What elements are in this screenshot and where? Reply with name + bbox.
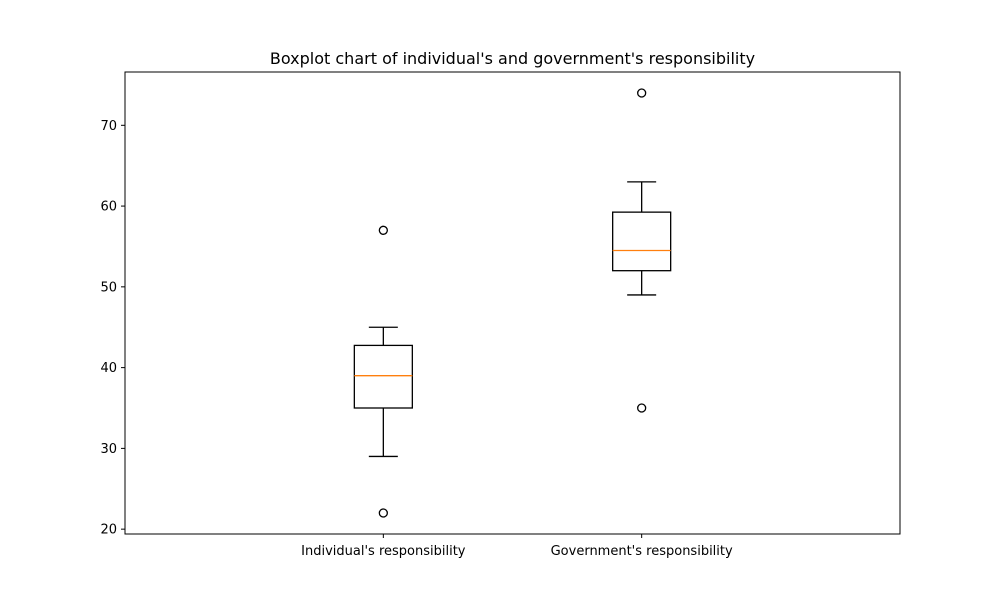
y-tick-label: 70	[100, 119, 117, 134]
box-group	[353, 225, 413, 518]
outlier-point	[378, 225, 388, 235]
box-group	[612, 88, 672, 413]
y-axis: 20 30 40 50 60 70	[100, 119, 125, 538]
chart-title: Boxplot chart of individual's and govern…	[270, 49, 755, 68]
outlier-point	[378, 508, 388, 518]
y-tick-label: 20	[100, 523, 117, 538]
y-tick-label: 50	[100, 280, 117, 295]
plot-area-frame	[124, 71, 901, 535]
outlier-point	[637, 88, 647, 98]
boxes-layer	[353, 88, 672, 518]
y-tick-label: 30	[100, 442, 117, 457]
outlier-point	[637, 403, 647, 413]
iqr-box	[612, 211, 672, 272]
y-tick-label: 40	[100, 361, 117, 376]
y-tick-label: 60	[100, 200, 117, 215]
x-axis: Individual's responsibility Government's …	[301, 534, 733, 559]
x-tick-label: Government's responsibility	[551, 544, 733, 559]
iqr-box	[353, 344, 413, 409]
x-tick-label: Individual's responsibility	[301, 544, 466, 559]
